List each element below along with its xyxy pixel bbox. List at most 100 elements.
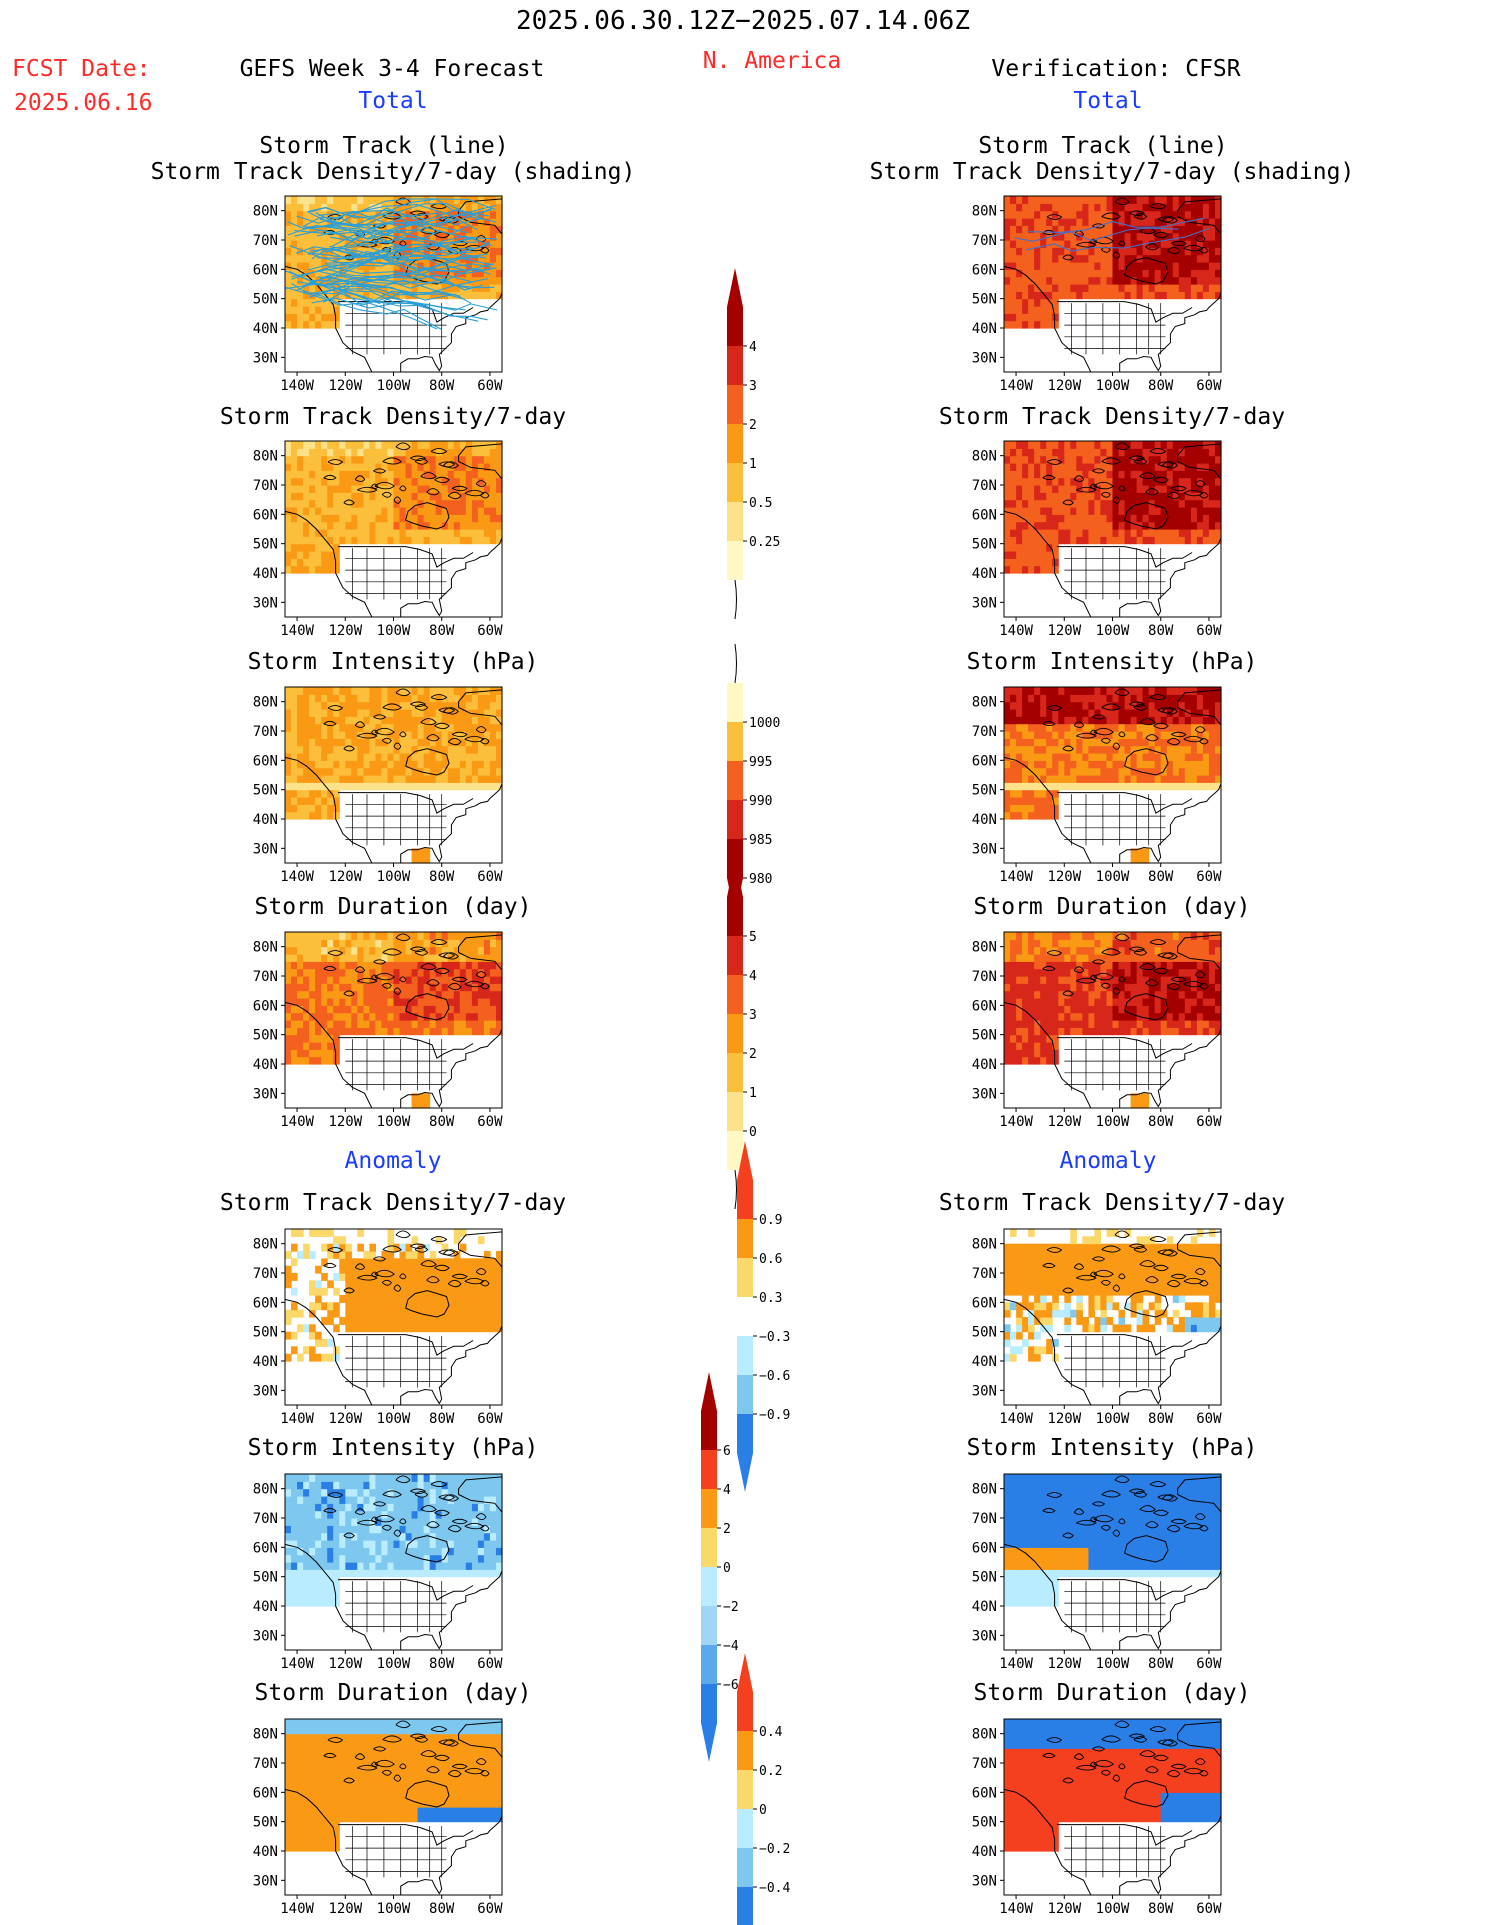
heatmap-cell bbox=[1082, 247, 1089, 256]
heatmap-cell bbox=[1118, 477, 1126, 486]
heatmap-cell bbox=[1040, 767, 1047, 776]
heatmap-cell bbox=[1028, 1056, 1035, 1065]
heatmap-cell bbox=[441, 998, 449, 1006]
heatmap-cell bbox=[1016, 716, 1023, 725]
heatmap-cell bbox=[471, 240, 479, 248]
heatmap-cell bbox=[1124, 247, 1132, 256]
heatmap-cell bbox=[1052, 477, 1059, 486]
heatmap-cell bbox=[489, 709, 497, 717]
heatmap-cell bbox=[1130, 983, 1138, 992]
heatmap-cell bbox=[1208, 946, 1216, 955]
island-outline bbox=[447, 491, 462, 500]
heatmap-cell bbox=[1016, 284, 1023, 292]
heatmap-cell bbox=[1022, 455, 1029, 464]
heatmap-cell bbox=[1040, 939, 1047, 948]
heatmap-cell bbox=[333, 558, 340, 567]
heatmap-cell bbox=[477, 745, 485, 754]
heatmap-cell bbox=[471, 529, 479, 537]
heatmap-cell bbox=[333, 767, 340, 776]
heatmap-cell bbox=[459, 760, 467, 769]
heatmap-cell bbox=[1052, 723, 1059, 732]
heatmap-cell bbox=[1136, 218, 1144, 226]
heatmap-cell bbox=[1124, 716, 1132, 725]
heatmap-cell bbox=[1202, 738, 1210, 747]
heatmap-cell bbox=[1094, 723, 1101, 732]
heatmap-cell bbox=[1190, 507, 1198, 515]
heatmap-cell bbox=[297, 1005, 304, 1014]
heatmap-cell bbox=[321, 551, 328, 559]
verification-anomaly-label: Anomaly bbox=[1059, 1148, 1157, 1174]
heatmap-cell bbox=[1022, 298, 1029, 307]
storm-track-line bbox=[324, 263, 494, 281]
heatmap-cell bbox=[1046, 441, 1053, 449]
heatmap-cell bbox=[1040, 492, 1047, 501]
heatmap-cell bbox=[399, 983, 407, 992]
heatmap-cell bbox=[327, 507, 334, 515]
heatmap-cell bbox=[1052, 225, 1059, 234]
heatmap-cell bbox=[285, 529, 292, 537]
heatmap-cell bbox=[1034, 225, 1041, 234]
heatmap-cell bbox=[1076, 767, 1083, 776]
heatmap-cell bbox=[441, 731, 449, 739]
heatmap-cell bbox=[1100, 968, 1107, 977]
storm-track-line bbox=[285, 286, 438, 330]
heatmap-cell bbox=[1028, 306, 1035, 314]
island-outline bbox=[1145, 979, 1159, 987]
heatmap-cell bbox=[309, 448, 316, 457]
heatmap-cell bbox=[483, 1012, 491, 1021]
heatmap-cell bbox=[1004, 196, 1011, 204]
x-tick-label: 120W bbox=[1047, 378, 1081, 394]
heatmap-cell bbox=[291, 745, 298, 754]
heatmap-cell bbox=[1136, 723, 1144, 732]
heatmap-cell bbox=[435, 284, 443, 292]
storm-track-line bbox=[310, 246, 491, 275]
heatmap-cell bbox=[1166, 998, 1174, 1006]
island-outline bbox=[381, 982, 392, 989]
heatmap-cell bbox=[351, 939, 358, 948]
heatmap-cell bbox=[1040, 218, 1047, 226]
y-tick-label: 30N bbox=[253, 350, 278, 366]
x-tick-label: 60W bbox=[477, 623, 503, 639]
heatmap-cell bbox=[1058, 232, 1065, 241]
heatmap-cell bbox=[363, 477, 370, 486]
heatmap-cell bbox=[1148, 1027, 1156, 1036]
heatmap-cell bbox=[1046, 306, 1053, 314]
heatmap-cell bbox=[351, 932, 358, 940]
heatmap-cell bbox=[1040, 1042, 1047, 1050]
y-tick-label: 40N bbox=[972, 1057, 997, 1073]
heatmap-cell bbox=[1094, 448, 1101, 457]
heatmap-cell bbox=[471, 1027, 479, 1036]
heatmap-cell bbox=[1076, 983, 1083, 992]
island-outline bbox=[395, 933, 411, 942]
heatmap-cell bbox=[369, 709, 376, 717]
heatmap-cell bbox=[489, 262, 497, 270]
heatmap-cell bbox=[447, 1020, 455, 1028]
heatmap-cell bbox=[375, 269, 382, 278]
heatmap-cell bbox=[1094, 767, 1101, 776]
heatmap-cell bbox=[1148, 477, 1156, 486]
heatmap-cell bbox=[321, 775, 328, 783]
heatmap-cell bbox=[357, 499, 364, 508]
heatmap-cell bbox=[1202, 954, 1210, 962]
heatmap-cell bbox=[321, 709, 328, 717]
heatmap-cell bbox=[471, 477, 479, 486]
heatmap-cell bbox=[1118, 499, 1126, 508]
heatmap-cell bbox=[1088, 1027, 1095, 1036]
heatmap-cell bbox=[1010, 782, 1017, 791]
heatmap-cell bbox=[435, 775, 443, 783]
heatmap-cell bbox=[453, 946, 461, 955]
heatmap-cell bbox=[1052, 804, 1059, 813]
heatmap-cell bbox=[411, 1027, 419, 1036]
heatmap-cell bbox=[429, 262, 437, 270]
heatmap-cell bbox=[471, 687, 479, 695]
heatmap-cell bbox=[1070, 687, 1077, 695]
heatmap-cell bbox=[351, 745, 358, 754]
heatmap-cell bbox=[1118, 731, 1126, 739]
heatmap-cell bbox=[1034, 240, 1041, 248]
heatmap-cell bbox=[1215, 240, 1222, 248]
heatmap-cell bbox=[297, 492, 304, 501]
heatmap-cell bbox=[1052, 284, 1059, 292]
heatmap-cell bbox=[1106, 983, 1114, 992]
heatmap-cell bbox=[1178, 470, 1186, 479]
heatmap-cell bbox=[369, 954, 376, 962]
